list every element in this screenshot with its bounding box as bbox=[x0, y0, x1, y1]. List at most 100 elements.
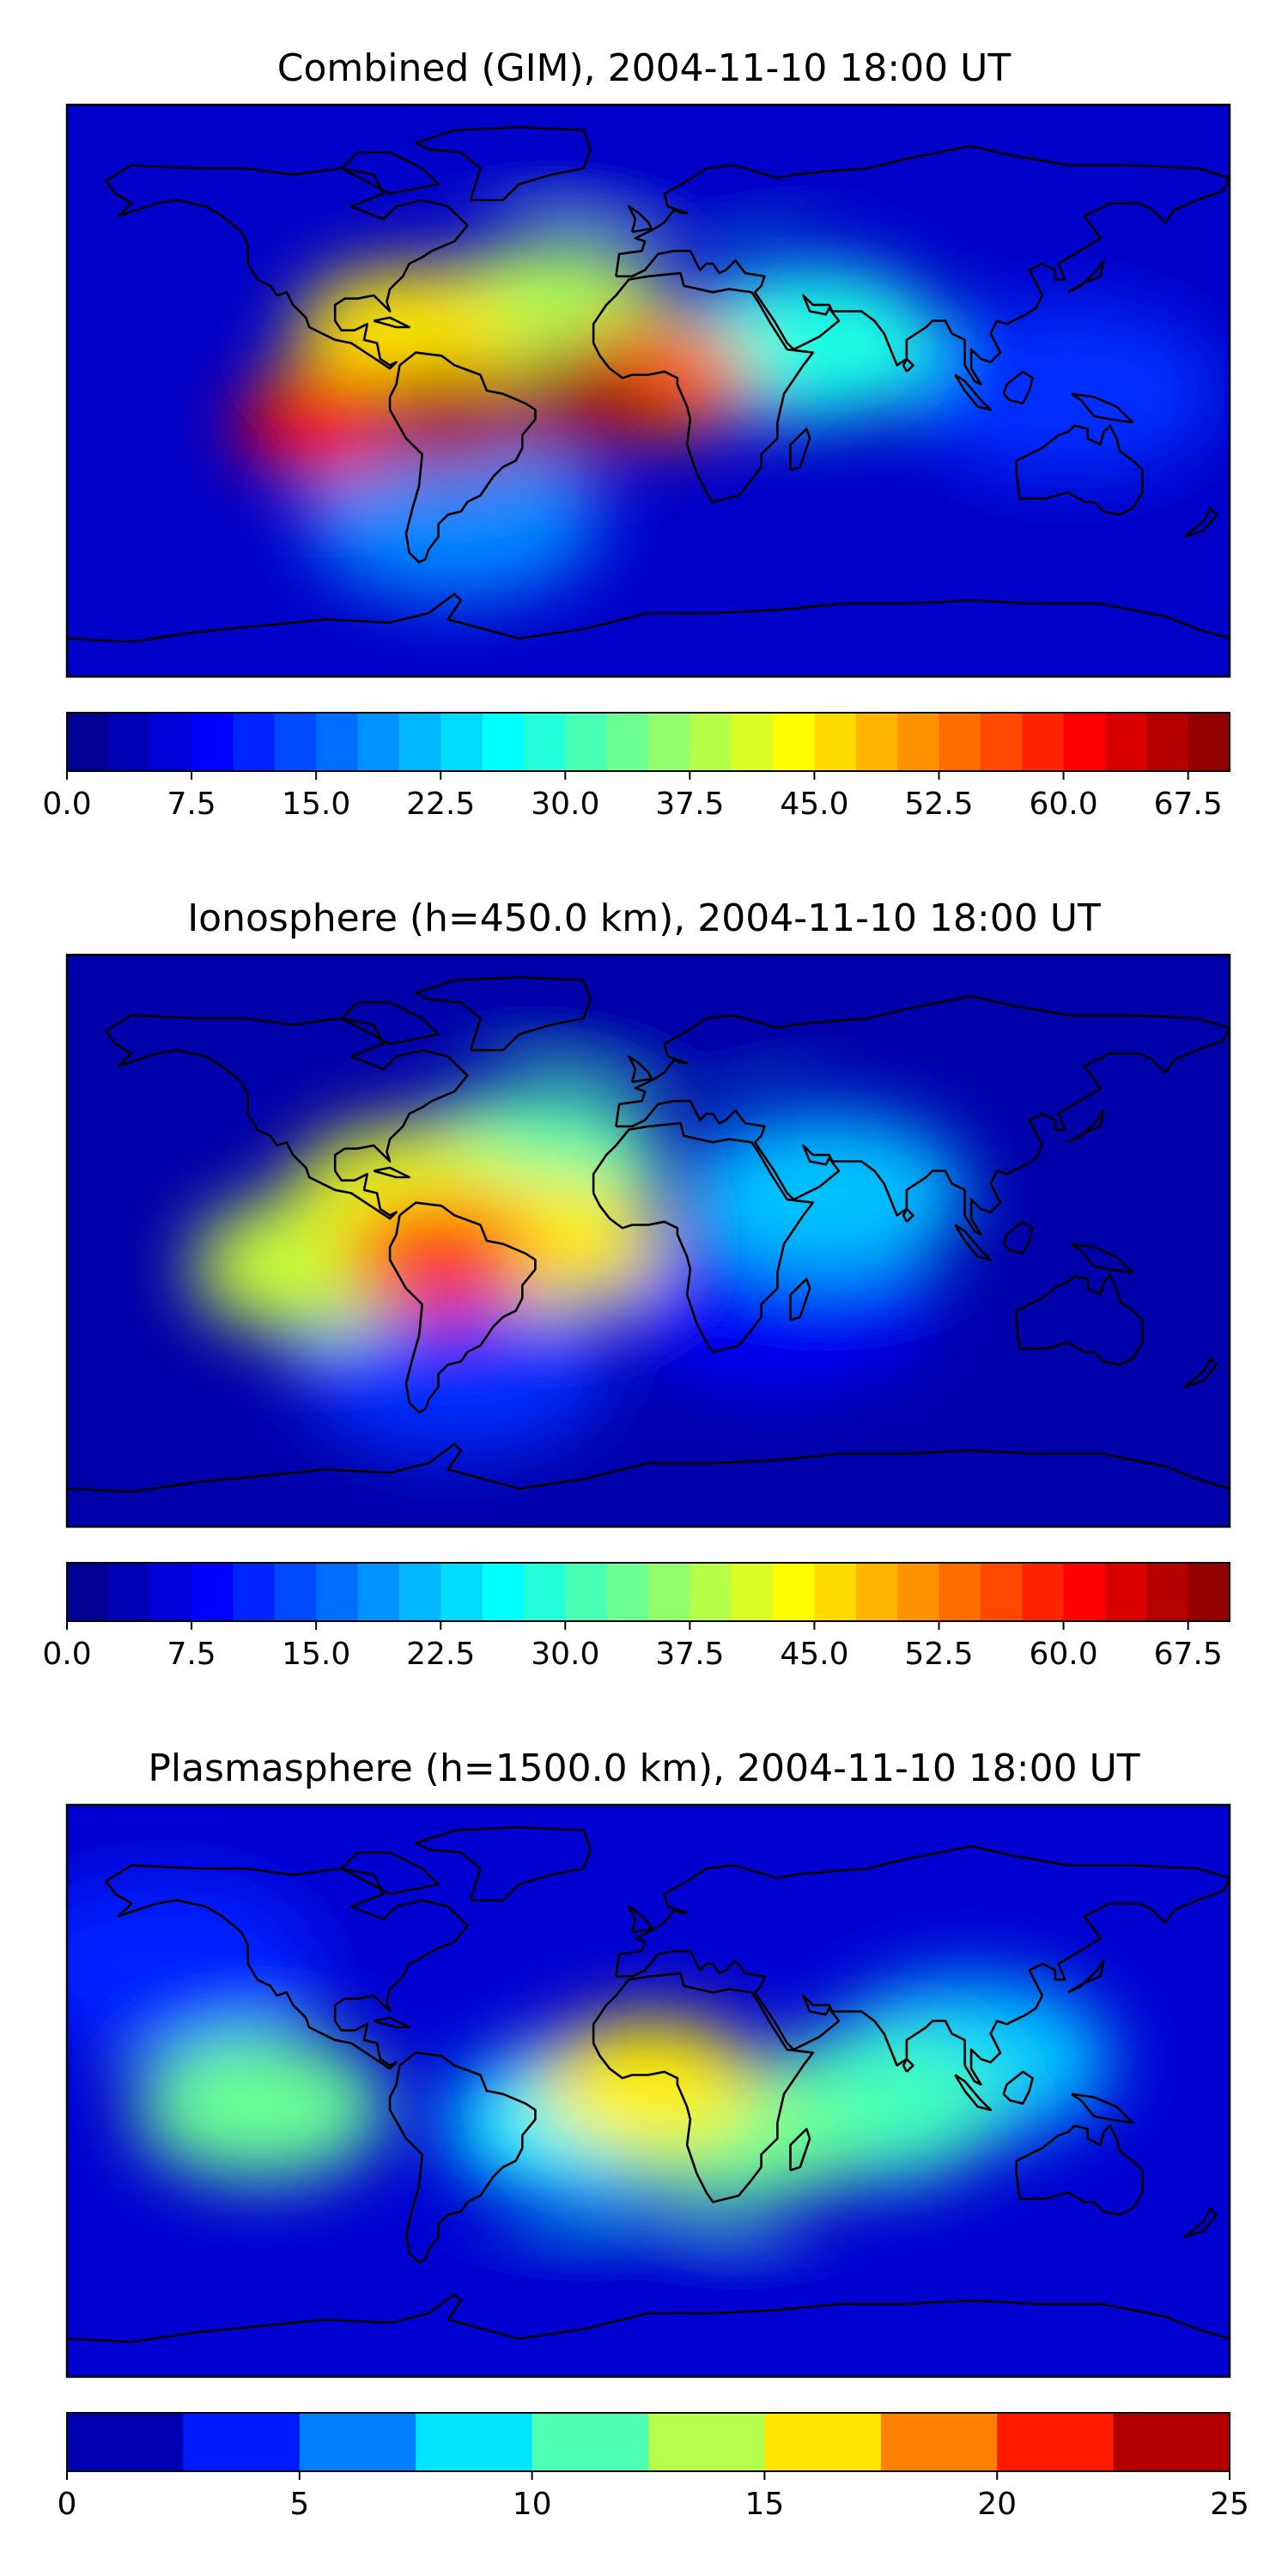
coastline bbox=[789, 1278, 811, 1321]
colorbar-segment bbox=[764, 2413, 882, 2471]
colorbar-segment bbox=[980, 713, 1023, 771]
colorbar-segment bbox=[482, 1563, 525, 1621]
colorbar-tick-label: 15 bbox=[744, 2487, 784, 2522]
colorbar-segment bbox=[1146, 1563, 1189, 1621]
map-area bbox=[65, 103, 1231, 678]
chart-title: Plasmasphere (h=1500.0 km), 2004-11-10 1… bbox=[148, 1747, 1140, 1790]
coastline bbox=[1015, 1274, 1144, 1366]
data-region bbox=[683, 1112, 969, 1274]
colorbar-tick-label: 45.0 bbox=[780, 1637, 848, 1672]
data-region bbox=[307, 434, 603, 602]
chart-panel-combined: Combined (GIM), 2004-11-10 18:00 UT 0.0 7… bbox=[0, 0, 1288, 859]
chart-svg: 0.0 7.5 15.0 22.5 30.0 37.5 45.0 52.5 60.0 67.5 bbox=[42, 103, 1231, 822]
colorbar-tick-label: 20 bbox=[977, 2487, 1017, 2522]
coastline bbox=[628, 205, 653, 234]
chart-title: Ionosphere (h=450.0 km), 2004-11-10 18:0… bbox=[187, 896, 1101, 940]
colorbar-segment bbox=[440, 1563, 483, 1621]
colorbar-segment bbox=[1113, 2413, 1230, 2471]
colorbar-segment bbox=[773, 713, 816, 771]
chart-svg: 0.0 7.5 15.0 22.5 30.0 37.5 45.0 52.5 60.0 67.5 bbox=[42, 953, 1231, 1672]
colorbar-tick-label: 60.0 bbox=[1029, 787, 1097, 822]
data-region bbox=[134, 2032, 387, 2181]
colorbar-segment bbox=[482, 713, 525, 771]
coastline bbox=[1183, 1357, 1218, 1388]
coastline bbox=[628, 1905, 653, 1934]
colorbar-segment bbox=[855, 1563, 898, 1621]
coastline bbox=[1070, 392, 1134, 424]
colorbar-segment bbox=[149, 713, 192, 771]
colorbar-segment bbox=[191, 713, 234, 771]
colorbar-segment bbox=[440, 713, 483, 771]
map-frame bbox=[65, 103, 1231, 678]
colorbar-segment bbox=[1022, 1563, 1065, 1621]
colorbar-segment bbox=[108, 1563, 151, 1621]
coastline bbox=[1183, 2207, 1218, 2239]
coastline bbox=[615, 144, 1230, 386]
colorbar-segment bbox=[299, 2413, 416, 2471]
data-region bbox=[367, 362, 530, 470]
coastline bbox=[902, 1207, 914, 1223]
colorbar-segment bbox=[939, 1563, 981, 1621]
colorbar-tick-label: 22.5 bbox=[406, 787, 475, 822]
colorbar-segment bbox=[565, 713, 608, 771]
coastline bbox=[414, 1826, 592, 1902]
coastline bbox=[789, 2128, 811, 2172]
colorbar-tick-label: 30.0 bbox=[531, 787, 599, 822]
coastline bbox=[902, 357, 914, 373]
map-area bbox=[65, 953, 1231, 1528]
colorbar-tick-label: 37.5 bbox=[655, 787, 724, 822]
chart-panel-ionosphere: Ionosphere (h=450.0 km), 2004-11-10 18:0… bbox=[0, 850, 1288, 1709]
coastline bbox=[1067, 1109, 1105, 1144]
chart-title: Combined (GIM), 2004-11-10 18:00 UT bbox=[276, 46, 1012, 90]
colorbar-segment bbox=[897, 713, 940, 771]
colorbar-segment bbox=[233, 713, 276, 771]
coastline bbox=[340, 151, 440, 195]
colorbar-segment bbox=[648, 1563, 690, 1621]
colorbar-segment bbox=[67, 2413, 184, 2471]
data-region bbox=[343, 1197, 533, 1316]
coastline bbox=[105, 1864, 469, 2070]
colorbar-segment bbox=[939, 713, 981, 771]
colorbar-tick-label: 15.0 bbox=[282, 1637, 350, 1672]
coastline bbox=[1067, 259, 1105, 294]
colorbar-segment bbox=[398, 713, 441, 771]
colorbar-segment bbox=[1022, 713, 1065, 771]
colorbar-tick-label: 25 bbox=[1210, 2487, 1249, 2522]
colorbar-segment bbox=[149, 1563, 192, 1621]
colorbar: 0 5 10 15 20 25 bbox=[58, 2412, 1249, 2522]
colorbar-segment bbox=[1188, 1563, 1230, 1621]
colorbar-segment bbox=[606, 1563, 649, 1621]
coastline bbox=[373, 1166, 410, 1179]
colorbar-segment bbox=[416, 2413, 533, 2471]
colorbar-frame bbox=[66, 1562, 1230, 1622]
colorbar-segment bbox=[980, 1563, 1023, 1621]
colorbar-tick-label: 5 bbox=[289, 2487, 309, 2522]
data-region bbox=[299, 1280, 611, 1455]
colorbar-segment bbox=[1104, 713, 1147, 771]
coastline bbox=[340, 1001, 440, 1045]
colorbar-segment bbox=[274, 713, 317, 771]
chart-svg: 0 5 10 15 20 25 bbox=[58, 1803, 1249, 2522]
colorbar-segment bbox=[565, 1563, 608, 1621]
colorbar-segment bbox=[67, 713, 109, 771]
coastline bbox=[1002, 2070, 1034, 2105]
data-region bbox=[537, 2017, 760, 2152]
coastline bbox=[388, 1201, 537, 1414]
chart-panel-plasmasphere: Plasmasphere (h=1500.0 km), 2004-11-10 1… bbox=[0, 1700, 1288, 2576]
coastline bbox=[373, 316, 410, 329]
coastline bbox=[340, 1851, 440, 1895]
colorbar-segment bbox=[316, 1563, 359, 1621]
colorbar-segment bbox=[316, 713, 359, 771]
coastline bbox=[615, 994, 1230, 1236]
colorbar-segment bbox=[773, 1563, 816, 1621]
colorbar-tick-label: 67.5 bbox=[1154, 787, 1223, 822]
colorbar-tick-label: 0.0 bbox=[42, 787, 91, 822]
coastline bbox=[1070, 1242, 1134, 1274]
coastline bbox=[954, 374, 992, 411]
coastline bbox=[1002, 1220, 1034, 1255]
colorbar-segment bbox=[997, 2413, 1115, 2471]
colorbar-segment bbox=[532, 2413, 649, 2471]
coastline bbox=[954, 1224, 992, 1261]
colorbar-segment bbox=[880, 2413, 998, 2471]
coastline bbox=[105, 164, 469, 370]
